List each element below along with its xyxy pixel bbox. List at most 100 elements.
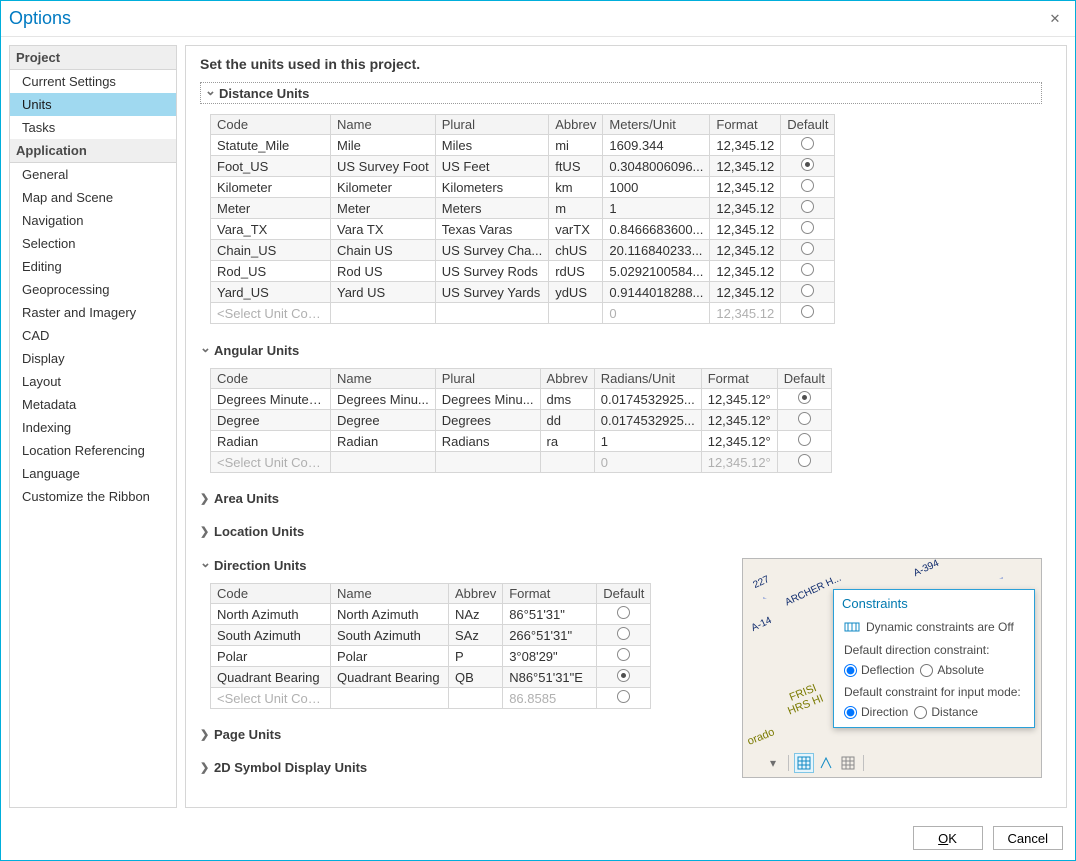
cell: SAz (449, 625, 503, 646)
table-row[interactable]: KilometerKilometerKilometerskm100012,345… (211, 177, 835, 198)
cell: Kilometer (211, 177, 331, 198)
default-radio[interactable] (781, 282, 835, 303)
section-header-area[interactable]: Area Units (200, 491, 1042, 506)
default-radio[interactable] (781, 219, 835, 240)
cell: mi (549, 135, 603, 156)
column-header[interactable]: Code (211, 584, 331, 604)
default-radio[interactable] (777, 389, 831, 410)
column-header[interactable]: Default (597, 584, 651, 604)
table-row[interactable]: RadianRadianRadiansra112,345.12° (211, 431, 832, 452)
sidebar-item[interactable]: Editing (10, 255, 176, 278)
column-header[interactable]: Name (331, 584, 449, 604)
default-radio[interactable] (781, 240, 835, 261)
sidebar-item[interactable]: Raster and Imagery (10, 301, 176, 324)
ok-button[interactable]: OK (913, 826, 983, 850)
table-row[interactable]: Statute_MileMileMilesmi1609.34412,345.12 (211, 135, 835, 156)
sidebar-item[interactable]: Selection (10, 232, 176, 255)
default-radio[interactable] (781, 177, 835, 198)
table-row[interactable]: Chain_USChain USUS Survey Cha...chUS20.1… (211, 240, 835, 261)
sidebar-group: Application (10, 139, 176, 163)
default-radio[interactable] (597, 667, 651, 688)
default-radio[interactable] (781, 303, 835, 324)
column-header[interactable]: Name (331, 369, 436, 389)
grid-icon[interactable] (838, 753, 858, 773)
sidebar-item[interactable]: Language (10, 462, 176, 485)
sidebar-item[interactable]: Units (10, 93, 176, 116)
sidebar-item[interactable]: Customize the Ribbon (10, 485, 176, 508)
table-row[interactable]: PolarPolarP3°08'29" (211, 646, 651, 667)
column-header[interactable]: Abbrev (449, 584, 503, 604)
section-header-distance[interactable]: Distance Units (200, 82, 1042, 104)
default-radio[interactable] (781, 156, 835, 177)
sidebar-item[interactable]: Indexing (10, 416, 176, 439)
table-row[interactable]: Quadrant BearingQuadrant BearingQBN86°51… (211, 667, 651, 688)
cancel-button[interactable]: Cancel (993, 826, 1063, 850)
default-radio[interactable] (597, 625, 651, 646)
default-radio[interactable] (597, 688, 651, 709)
column-header[interactable]: Default (777, 369, 831, 389)
column-header[interactable]: Format (710, 115, 781, 135)
default-radio[interactable] (781, 198, 835, 219)
column-header[interactable]: Abbrev (540, 369, 594, 389)
default-radio[interactable] (777, 431, 831, 452)
sidebar-item[interactable]: Tasks (10, 116, 176, 139)
default-radio[interactable] (597, 604, 651, 625)
table-row[interactable]: Foot_USUS Survey FootUS FeetftUS0.304800… (211, 156, 835, 177)
table-row[interactable]: North AzimuthNorth AzimuthNAz86°51'31" (211, 604, 651, 625)
dynamic-constraints-row[interactable]: Dynamic constraints are Off (834, 615, 1034, 639)
table-row[interactable]: Rod_USRod USUS Survey RodsrdUS5.02921005… (211, 261, 835, 282)
default-radio[interactable] (781, 135, 835, 156)
sidebar-item[interactable]: Location Referencing (10, 439, 176, 462)
radio-option[interactable]: Distance (914, 705, 978, 719)
column-header[interactable]: Plural (435, 369, 540, 389)
sidebar-item[interactable]: General (10, 163, 176, 186)
default-radio[interactable] (777, 410, 831, 431)
sidebar-item[interactable]: Geoprocessing (10, 278, 176, 301)
dropdown-icon[interactable]: ▾ (763, 753, 783, 773)
title-bar: Options ✕ (1, 1, 1075, 37)
default-radio[interactable] (597, 646, 651, 667)
cell: Foot_US (211, 156, 331, 177)
column-header[interactable]: Plural (435, 115, 548, 135)
grid-snap-icon[interactable] (794, 753, 814, 773)
sidebar-item[interactable]: CAD (10, 324, 176, 347)
radio-option[interactable]: Absolute (920, 663, 984, 677)
cell: Radian (331, 431, 436, 452)
table-row[interactable]: DegreeDegreeDegreesdd0.0174532925...12,3… (211, 410, 832, 431)
sidebar-item[interactable]: Metadata (10, 393, 176, 416)
default-radio[interactable] (781, 261, 835, 282)
column-header[interactable]: Format (701, 369, 777, 389)
sidebar-item[interactable]: Layout (10, 370, 176, 393)
table-row[interactable]: Degrees Minutes Se...Degrees Minu...Degr… (211, 389, 832, 410)
column-header[interactable]: Format (503, 584, 597, 604)
table-row-placeholder[interactable]: <Select Unit Code>012,345.12° (211, 452, 832, 473)
map-town-label: orado (746, 726, 777, 748)
cell: US Survey Rods (435, 261, 548, 282)
sidebar-item[interactable]: Navigation (10, 209, 176, 232)
column-header[interactable]: Name (331, 115, 436, 135)
section-header-location[interactable]: Location Units (200, 524, 1042, 539)
inference-icon[interactable] (816, 753, 836, 773)
table-row[interactable]: Vara_TXVara TXTexas VarasvarTX0.84666836… (211, 219, 835, 240)
column-header[interactable]: Radians/Unit (594, 369, 701, 389)
table-row[interactable]: South AzimuthSouth AzimuthSAz266°51'31" (211, 625, 651, 646)
table-row-placeholder[interactable]: <Select Unit Code>012,345.12 (211, 303, 835, 324)
column-header[interactable]: Meters/Unit (603, 115, 710, 135)
section-header-angular[interactable]: Angular Units (200, 342, 1042, 358)
radio-option[interactable]: Deflection (844, 663, 914, 677)
column-header[interactable]: Default (781, 115, 835, 135)
table-row[interactable]: MeterMeterMetersm112,345.12 (211, 198, 835, 219)
sidebar-item[interactable]: Display (10, 347, 176, 370)
default-radio[interactable] (777, 452, 831, 473)
column-header[interactable]: Code (211, 115, 331, 135)
radio-option[interactable]: Direction (844, 705, 908, 719)
column-header[interactable]: Abbrev (549, 115, 603, 135)
table-row-placeholder[interactable]: <Select Unit Code>86.8585 (211, 688, 651, 709)
cell: <Select Unit Code> (211, 303, 331, 324)
close-icon[interactable]: ✕ (1043, 7, 1067, 31)
column-header[interactable]: Code (211, 369, 331, 389)
sidebar-item[interactable]: Map and Scene (10, 186, 176, 209)
cell: <Select Unit Code> (211, 452, 331, 473)
table-row[interactable]: Yard_USYard USUS Survey YardsydUS0.91440… (211, 282, 835, 303)
sidebar-item[interactable]: Current Settings (10, 70, 176, 93)
